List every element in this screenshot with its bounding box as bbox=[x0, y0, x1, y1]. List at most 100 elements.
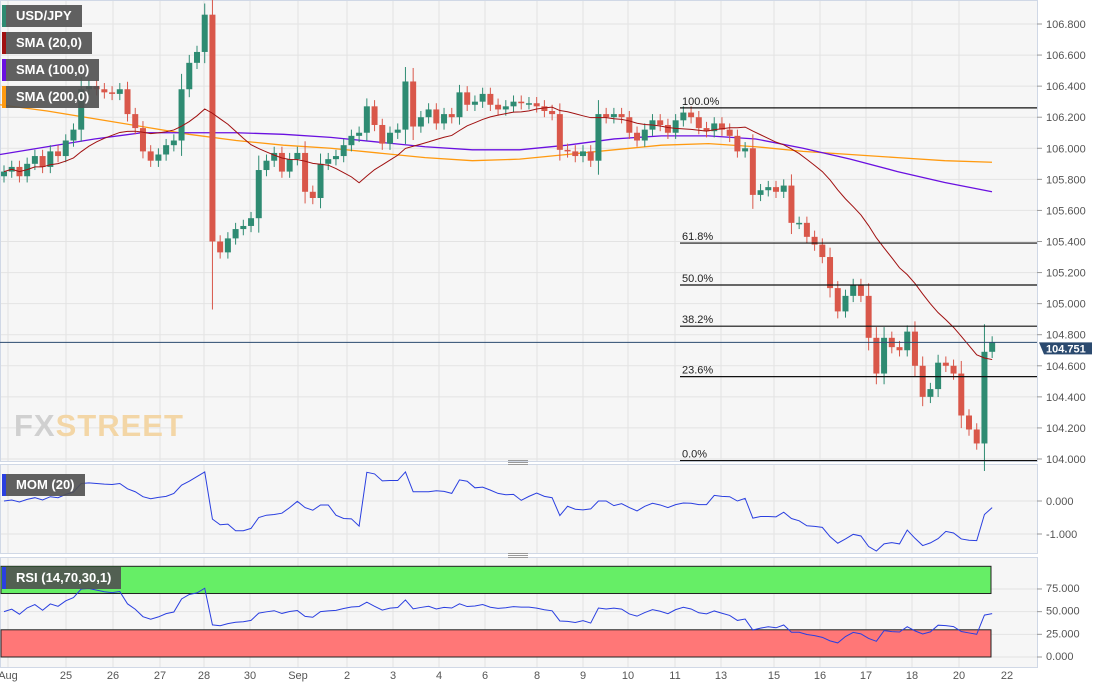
candle bbox=[525, 97, 532, 110]
candle-body bbox=[62, 140, 69, 157]
candle bbox=[479, 87, 486, 108]
candle-body bbox=[302, 152, 309, 192]
candle bbox=[325, 152, 332, 171]
candle-body bbox=[610, 114, 617, 118]
candle bbox=[896, 340, 903, 357]
candle bbox=[178, 73, 185, 156]
rsi-overbought-band bbox=[0, 565, 992, 595]
pane-0 bbox=[0, 0, 1038, 462]
fib-level-label: 50.0% bbox=[682, 273, 713, 285]
candle bbox=[124, 81, 131, 122]
candle bbox=[958, 360, 965, 429]
candle-body bbox=[286, 159, 293, 172]
candle bbox=[726, 123, 733, 143]
legend-sma200-label: SMA (200,0) bbox=[16, 89, 90, 104]
legend-symbol[interactable]: USD/JPY bbox=[2, 5, 82, 27]
candle bbox=[989, 336, 996, 359]
legend-rsi[interactable]: RSI (14,70,30,1) bbox=[2, 567, 122, 589]
candle-body bbox=[641, 129, 648, 141]
candle bbox=[348, 129, 355, 152]
candle-body bbox=[603, 114, 610, 118]
y-tick-label: 105.800 bbox=[1046, 174, 1086, 186]
legend-sma100[interactable]: SMA (100,0) bbox=[2, 59, 100, 81]
candle-body bbox=[371, 106, 378, 125]
candle-body bbox=[989, 342, 996, 352]
candle bbox=[139, 121, 146, 159]
candle-body bbox=[680, 112, 687, 121]
candle-body bbox=[456, 92, 463, 118]
candle bbox=[1, 165, 7, 183]
candle-body bbox=[309, 191, 316, 198]
candle bbox=[935, 354, 942, 398]
candle-body bbox=[209, 14, 216, 242]
rsi-tick-label: 50.000 bbox=[1046, 606, 1080, 618]
y-tick-label: 104.000 bbox=[1046, 454, 1086, 466]
legend-sma100-label: SMA (100,0) bbox=[16, 62, 90, 77]
candle bbox=[371, 100, 378, 132]
y-tick-label: 104.200 bbox=[1046, 423, 1086, 435]
candle bbox=[603, 107, 610, 124]
candle-body bbox=[224, 238, 231, 253]
legend-sma200[interactable]: SMA (200,0) bbox=[2, 86, 100, 108]
candle-body bbox=[1, 171, 7, 177]
candle-body bbox=[116, 89, 123, 94]
fib-level-label: 38.2% bbox=[682, 314, 713, 326]
candle bbox=[688, 106, 695, 124]
legend-mom[interactable]: MOM (20) bbox=[2, 474, 85, 496]
candle bbox=[448, 107, 455, 124]
candle-body bbox=[402, 81, 409, 130]
candle bbox=[356, 126, 363, 143]
candle-body bbox=[850, 284, 857, 296]
x-tick-label: 22 bbox=[1001, 670, 1013, 682]
candle-body bbox=[387, 132, 393, 144]
candle bbox=[147, 145, 154, 167]
candle-body bbox=[857, 284, 864, 296]
candle-body bbox=[834, 288, 841, 312]
candle-body bbox=[726, 129, 733, 136]
candle-body bbox=[788, 185, 795, 223]
candle bbox=[464, 86, 471, 111]
candle bbox=[170, 134, 177, 152]
candle-body bbox=[201, 14, 208, 52]
candle bbox=[881, 327, 888, 385]
legend-sma20[interactable]: SMA (20,0) bbox=[2, 32, 92, 54]
candle-body bbox=[811, 236, 818, 245]
candle-body bbox=[294, 152, 301, 160]
x-tick-label: 10 bbox=[622, 670, 634, 682]
candle-body bbox=[255, 170, 262, 219]
candle bbox=[811, 230, 818, 251]
x-tick-label: 25 bbox=[60, 670, 72, 682]
sma200-line bbox=[0, 104, 993, 163]
candle-body bbox=[340, 145, 347, 157]
candle-body bbox=[533, 103, 540, 107]
momentum-line bbox=[3, 471, 993, 552]
candle-body bbox=[950, 365, 957, 374]
candle-body bbox=[464, 92, 471, 105]
candle-body bbox=[634, 132, 641, 141]
candle bbox=[788, 174, 795, 235]
pane-1 bbox=[0, 464, 1038, 554]
candle bbox=[109, 86, 116, 101]
candle bbox=[796, 216, 803, 230]
candle bbox=[873, 327, 880, 385]
candle-body bbox=[441, 114, 448, 124]
candle bbox=[132, 107, 139, 135]
candle bbox=[773, 180, 779, 198]
candle bbox=[942, 356, 949, 372]
candle bbox=[62, 134, 69, 163]
candle-body bbox=[471, 101, 478, 105]
candle bbox=[410, 67, 417, 141]
watermark-street: STREET bbox=[55, 408, 184, 443]
candle bbox=[827, 247, 834, 298]
x-tick-label: 3 bbox=[390, 670, 396, 682]
candle bbox=[456, 84, 463, 125]
x-tick-label: 30 bbox=[244, 670, 256, 682]
candle-body bbox=[564, 149, 571, 152]
candle bbox=[564, 143, 571, 158]
candle-body bbox=[31, 156, 38, 164]
x-tick-label: 27 bbox=[154, 670, 166, 682]
candle bbox=[232, 222, 239, 245]
candle-body bbox=[487, 93, 494, 105]
candle bbox=[973, 423, 980, 450]
